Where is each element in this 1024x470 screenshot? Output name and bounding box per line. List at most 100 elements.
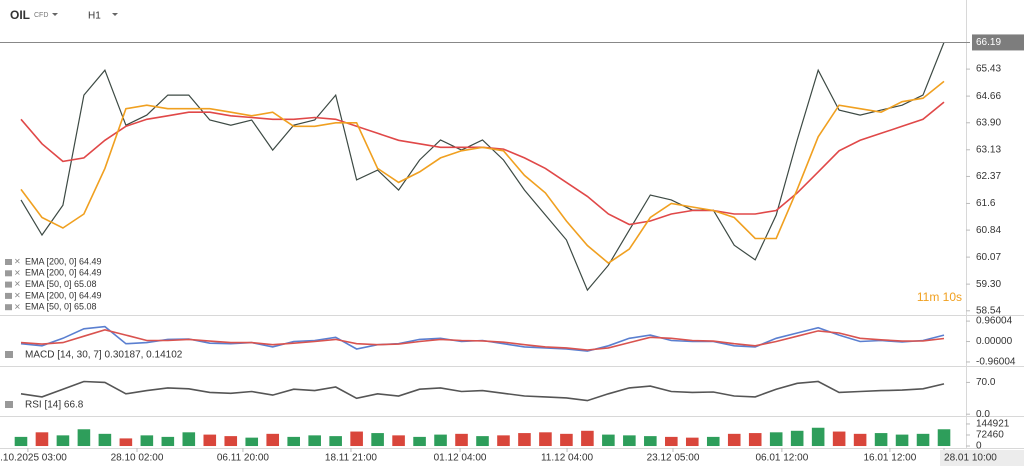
- volume-bar: [685, 437, 699, 447]
- volume-bar: [14, 436, 28, 447]
- volume-bar: [832, 431, 846, 447]
- timeframe[interactable]: H1: [88, 11, 101, 22]
- dropdown-arrow[interactable]: [112, 13, 118, 16]
- legend-icon[interactable]: [5, 270, 12, 277]
- volume-bar: [308, 435, 321, 447]
- volume-bar: [644, 436, 657, 447]
- y-tick-label: -0.96004: [976, 357, 1016, 368]
- indicator-icon[interactable]: [5, 351, 13, 358]
- last-price-box: [972, 34, 1024, 51]
- volume-bar: [602, 434, 615, 447]
- volume-bar: [497, 435, 510, 447]
- y-tick-label: 58.54: [976, 305, 1001, 316]
- y-tick-label: 63.90: [976, 117, 1001, 128]
- volume-bar: [413, 436, 426, 447]
- volume-bar: [518, 433, 531, 447]
- y-tick-label: 64.66: [976, 91, 1001, 102]
- legend-entry[interactable]: EMA [50, 0] 65.08: [25, 302, 97, 312]
- volume-bar: [119, 438, 133, 447]
- y-tick-label: 65.43: [976, 64, 1001, 75]
- volume-bar: [98, 433, 112, 447]
- volume-bar: [350, 431, 363, 447]
- volume-bar: [77, 429, 91, 447]
- volume-bar: [35, 432, 49, 447]
- legend-entry[interactable]: EMA [200, 0] 64.49: [25, 290, 102, 300]
- x-tick-label: 23.12 05:00: [647, 453, 700, 464]
- legend-entry[interactable]: EMA [200, 0] 64.49: [25, 268, 102, 278]
- x-tick-label: 16.01 12:00: [863, 453, 916, 464]
- legend-icon[interactable]: [5, 304, 12, 311]
- volume-bar: [182, 432, 196, 447]
- volume-bar: [392, 435, 405, 447]
- legend-icon[interactable]: [5, 281, 12, 288]
- legend-remove[interactable]: ✕: [14, 268, 21, 277]
- legend-entry[interactable]: EMA [50, 0] 65.08: [25, 279, 97, 289]
- volume-bar: [203, 434, 217, 447]
- legend-remove[interactable]: ✕: [14, 280, 21, 289]
- volume-bar: [916, 433, 930, 447]
- x-tick-label: 06.01 12:00: [755, 453, 808, 464]
- y-tick-label: 59.30: [976, 279, 1001, 290]
- y-tick-label: 0.0: [976, 409, 990, 420]
- x-tick-label: 01.12 04:00: [434, 453, 487, 464]
- volume-bar: [769, 432, 783, 447]
- dropdown-arrow[interactable]: [52, 13, 58, 16]
- volume-bar: [455, 433, 468, 447]
- volume-bar: [476, 436, 489, 447]
- volume-bar: [140, 435, 154, 447]
- indicator-label: RSI [14] 66.8: [25, 400, 84, 411]
- x-tick-label: 18.11 21:00: [325, 453, 378, 464]
- indicator-label: MACD [14, 30, 7] 0.30187, 0.14102: [25, 350, 183, 361]
- volume-bar: [790, 430, 804, 447]
- countdown: 11m 10s: [917, 290, 962, 304]
- series-line: [20, 328, 945, 351]
- y-tick-label: 144921: [976, 419, 1010, 430]
- volume-bar: [224, 436, 238, 447]
- volume-bar: [371, 433, 384, 447]
- volume-bar: [287, 436, 300, 447]
- last-price-label: 66.19: [976, 37, 1001, 48]
- y-tick-label: 62.37: [976, 171, 1001, 182]
- series-line: [20, 380, 945, 402]
- y-tick-label: 63.13: [976, 144, 1001, 155]
- volume-bar: [727, 433, 741, 447]
- volume-bar: [539, 432, 552, 447]
- y-tick-label: 0: [976, 441, 982, 452]
- legend-remove[interactable]: ✕: [14, 257, 21, 266]
- volume-bar: [811, 427, 825, 447]
- symbol[interactable]: OIL: [10, 8, 30, 22]
- series-line: [20, 80, 945, 265]
- legend-remove[interactable]: ✕: [14, 302, 21, 311]
- volume-bar: [706, 436, 720, 447]
- volume-bar: [329, 436, 342, 447]
- x-tick-label: 06.11 20:00: [217, 453, 270, 464]
- volume-bar: [895, 434, 909, 447]
- volume-bar: [623, 435, 636, 447]
- legend-icon[interactable]: [5, 259, 12, 265]
- volume-bar: [266, 433, 280, 447]
- volume-bar: [560, 433, 573, 447]
- y-tick-label: 60.84: [976, 225, 1001, 236]
- series-line: [20, 42, 945, 292]
- volume-bar: [581, 430, 594, 447]
- y-tick-label: 60.07: [976, 252, 1001, 263]
- volume-bar: [937, 429, 951, 447]
- volume-bar: [853, 433, 867, 447]
- indicator-icon[interactable]: [5, 401, 13, 408]
- x-tick-label: 28.01 10:00: [944, 453, 997, 464]
- y-tick-label: 72460: [976, 430, 1004, 441]
- legend-entry[interactable]: EMA [200, 0] 64.49: [25, 256, 102, 266]
- volume-bar: [748, 433, 762, 447]
- current-time-box: [940, 450, 1024, 466]
- legend-icon[interactable]: [5, 292, 12, 299]
- x-tick-label: 28.10 02:00: [111, 453, 164, 464]
- legend-remove[interactable]: ✕: [14, 291, 21, 300]
- volume-bar: [161, 436, 175, 447]
- y-tick-label: 61.6: [976, 198, 996, 209]
- volume-bar: [874, 433, 888, 447]
- x-tick-label: 11.12 04:00: [541, 453, 594, 464]
- x-tick-label: 16.10.2025 03:00: [0, 453, 67, 464]
